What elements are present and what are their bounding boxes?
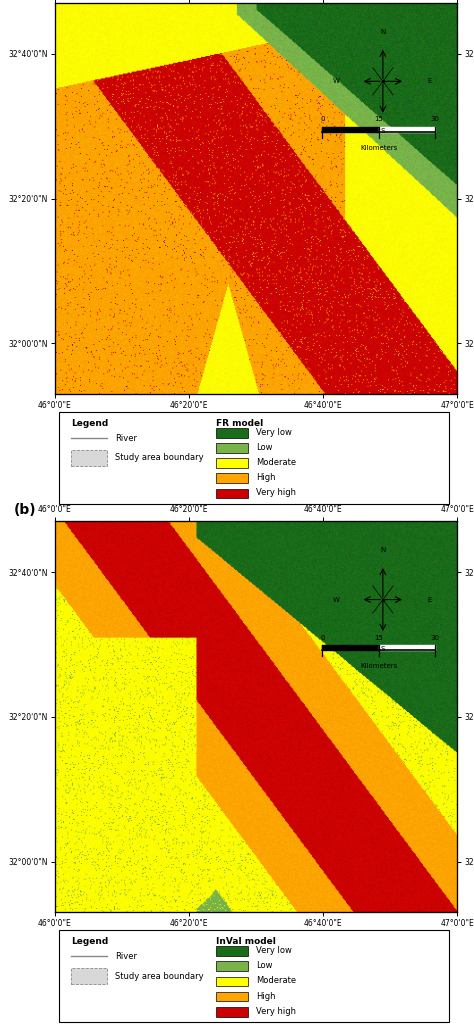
Bar [216, 946, 248, 956]
Text: 15: 15 [374, 634, 383, 640]
Text: High: High [256, 473, 275, 482]
Bar [216, 428, 248, 438]
Text: 0: 0 [320, 116, 325, 122]
Text: (b): (b) [14, 504, 37, 517]
Text: S: S [381, 127, 385, 134]
Bar [216, 961, 248, 971]
Text: Study area boundary: Study area boundary [115, 453, 203, 463]
Text: N: N [380, 29, 385, 35]
Bar [216, 474, 248, 483]
Bar [71, 968, 107, 984]
Text: 0: 0 [320, 634, 325, 640]
Text: Moderate: Moderate [256, 977, 296, 986]
Text: FR model: FR model [216, 418, 263, 428]
Text: 30: 30 [431, 116, 440, 122]
Text: Low: Low [256, 961, 273, 970]
Bar [216, 977, 248, 986]
Text: W: W [333, 78, 340, 84]
Text: E: E [427, 596, 432, 602]
Text: 30: 30 [431, 634, 440, 640]
Text: River: River [115, 952, 137, 961]
Text: Kilometers: Kilometers [360, 663, 398, 669]
Bar [71, 450, 107, 466]
Text: Very low: Very low [256, 946, 292, 955]
Text: River: River [115, 434, 137, 443]
Bar [216, 1006, 248, 1017]
Text: Moderate: Moderate [256, 458, 296, 467]
Text: Study area boundary: Study area boundary [115, 971, 203, 981]
Text: Very high: Very high [256, 488, 296, 498]
Bar [216, 443, 248, 453]
Text: Legend: Legend [71, 937, 108, 946]
Bar [216, 458, 248, 468]
Text: High: High [256, 992, 275, 1000]
Text: Legend: Legend [71, 418, 108, 428]
Text: Very low: Very low [256, 428, 292, 437]
Text: Low: Low [256, 443, 273, 452]
Text: Very high: Very high [256, 1006, 296, 1016]
Bar [216, 488, 248, 499]
Text: InVal model: InVal model [216, 937, 275, 946]
Text: Kilometers: Kilometers [360, 145, 398, 151]
Text: N: N [380, 547, 385, 553]
Bar [216, 992, 248, 1001]
Text: E: E [427, 78, 432, 84]
Text: S: S [381, 646, 385, 652]
Text: W: W [333, 596, 340, 602]
Text: 15: 15 [374, 116, 383, 122]
